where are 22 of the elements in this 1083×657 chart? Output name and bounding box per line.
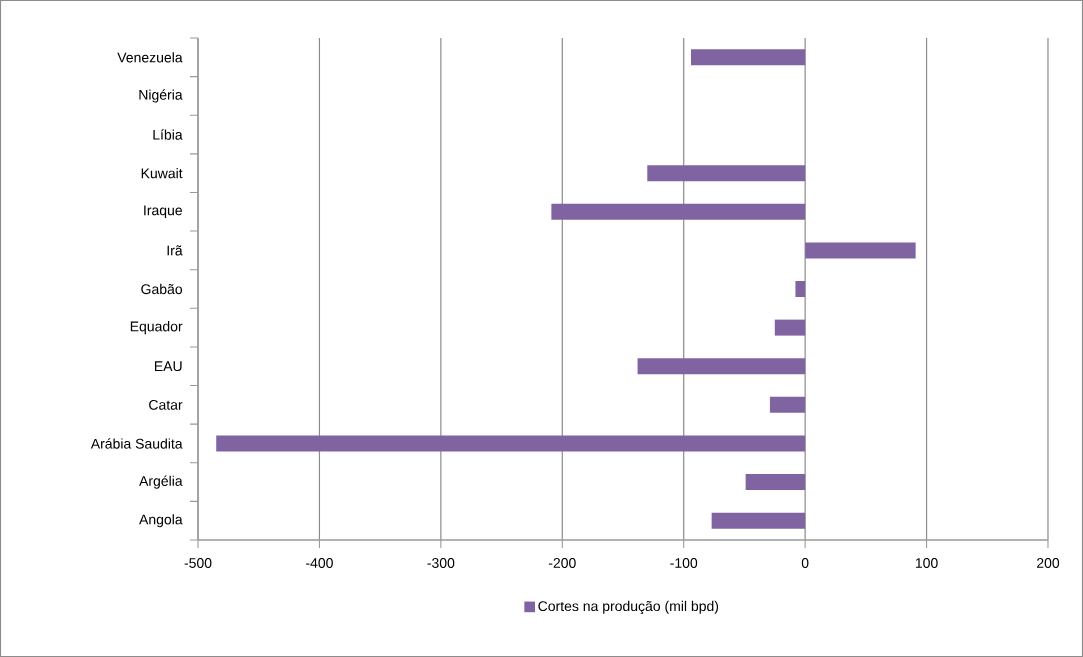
y-tick-label: Catar [149,399,183,410]
y-tick-label: Iraque [144,205,182,219]
y-tick-label: Irã [167,245,183,256]
y-tick-label: Arábia Saudita [90,438,183,449]
y-tick-label: Gabão [141,283,183,295]
x-tick-label: -500 [184,558,212,568]
y-tick-label: Equador [130,321,183,335]
x-tick-label: 100 [915,558,938,568]
y-tick-label: EAU [155,361,182,372]
y-tick-label: Venezuela [117,52,183,63]
x-tick-label: -300 [427,558,455,568]
x-tick-label: 200 [1037,558,1060,568]
y-tick-label: Kuwait [141,168,183,179]
y-tick-label: Nigéria [139,89,183,103]
legend-label: Cortes na produção (mil bpd) [538,600,719,614]
x-tick-label: -200 [548,558,576,568]
x-tick-label: -400 [306,558,333,568]
y-tick-label: Argélia [139,475,183,489]
y-tick-label: Líbia [153,129,183,140]
y-tick-label: Angola [139,514,183,528]
x-tick-label: 0 [801,558,809,568]
x-tick-label: -100 [670,558,698,568]
